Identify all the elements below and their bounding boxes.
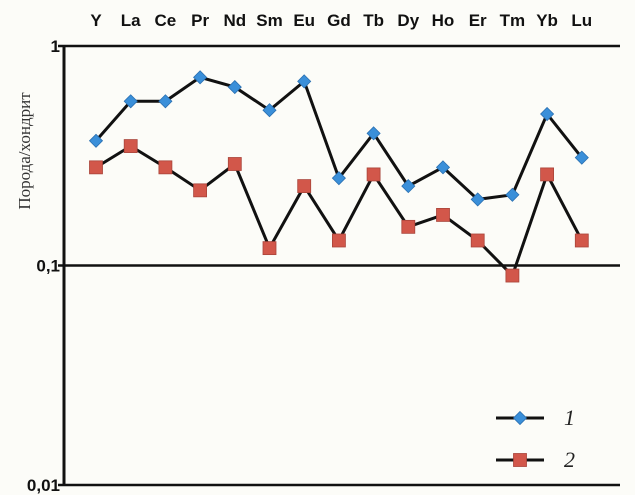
- data-point-series-1: [297, 74, 312, 89]
- legend-label: 2: [564, 447, 575, 472]
- x-tick-label: Y: [90, 11, 102, 30]
- x-tick-label: Ce: [155, 11, 177, 30]
- x-tick-label: Er: [469, 11, 487, 30]
- data-point-series-1: [540, 106, 555, 122]
- y-tick-label: 1: [51, 37, 60, 56]
- x-tick-label: Eu: [293, 11, 315, 30]
- x-tick-label: Sm: [256, 11, 282, 30]
- legend-marker-diamond: [512, 410, 528, 426]
- data-point-series-1: [158, 94, 173, 109]
- data-point-series-2: [331, 233, 346, 248]
- y-tick-label: 0,01: [27, 476, 60, 495]
- data-point-series-2: [470, 233, 485, 248]
- data-point-series-1: [505, 187, 520, 202]
- x-tick-label: Ho: [432, 11, 455, 30]
- data-point-series-2: [227, 157, 242, 171]
- data-point-series-2: [436, 208, 450, 222]
- data-point-series-2: [505, 268, 520, 283]
- x-tick-label: Gd: [327, 11, 351, 30]
- gridlines-layer: [64, 44, 620, 487]
- data-point-series-1: [366, 126, 381, 141]
- legend: 12: [496, 405, 575, 472]
- data-point-series-1: [123, 94, 138, 109]
- x-tick-label: Tm: [500, 11, 526, 30]
- x-tick-label: Lu: [571, 11, 592, 30]
- data-point-series-1: [574, 150, 589, 165]
- y-tick-label: 0,1: [36, 257, 60, 276]
- data-point-series-1: [262, 103, 277, 118]
- x-tick-label: Pr: [191, 11, 209, 30]
- x-tick-label: La: [121, 11, 141, 30]
- data-point-series-2: [574, 233, 589, 248]
- data-point-series-2: [158, 160, 173, 175]
- data-point-series-2: [123, 139, 138, 153]
- data-point-series-1: [401, 179, 416, 194]
- data-point-series-1: [470, 192, 485, 207]
- data-point-series-2: [89, 160, 103, 175]
- data-point-series-1: [227, 79, 242, 95]
- data-point-series-1: [435, 160, 451, 175]
- series-layer: [88, 70, 589, 283]
- data-point-series-2: [193, 183, 208, 198]
- axes-layer: [58, 44, 66, 487]
- data-point-series-1: [88, 133, 104, 148]
- data-point-series-1: [193, 70, 208, 85]
- legend-marker-square: [513, 453, 527, 467]
- y-axis-label: Порода/хондрит: [15, 92, 34, 210]
- x-tick-label: Nd: [223, 11, 246, 30]
- x-tick-label: Tb: [363, 11, 384, 30]
- x-tick-label: Yb: [536, 11, 558, 30]
- data-point-series-2: [297, 179, 312, 194]
- data-point-series-2: [262, 241, 277, 256]
- data-point-series-1: [331, 171, 346, 186]
- data-point-series-2: [366, 167, 381, 182]
- data-point-series-2: [401, 219, 416, 234]
- labels-layer: 1 0,1 0,01 Порода/хондрит Y La Ce Pr Nd Sm Eu Gd Tb D…: [15, 11, 592, 495]
- data-point-series-2: [540, 167, 554, 182]
- legend-label: 1: [564, 405, 575, 430]
- x-tick-label: Dy: [397, 11, 419, 30]
